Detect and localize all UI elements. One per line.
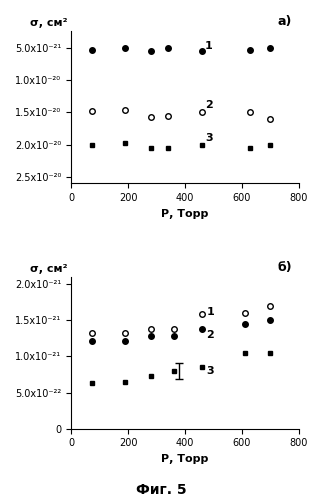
Text: σ, см²: σ, см² [30,264,68,274]
Text: 1: 1 [205,41,213,51]
Text: а): а) [277,15,292,28]
Text: 1: 1 [206,306,214,316]
Text: 3: 3 [206,366,214,376]
X-axis label: Р, Торр: Р, Торр [161,454,209,464]
Text: б): б) [277,261,292,274]
Text: 2: 2 [206,330,214,340]
Text: σ, см²: σ, см² [30,18,68,28]
X-axis label: Р, Торр: Р, Торр [161,209,209,219]
Text: 2: 2 [205,99,213,110]
Text: Фиг. 5: Фиг. 5 [136,483,187,497]
Text: 3: 3 [205,133,213,143]
